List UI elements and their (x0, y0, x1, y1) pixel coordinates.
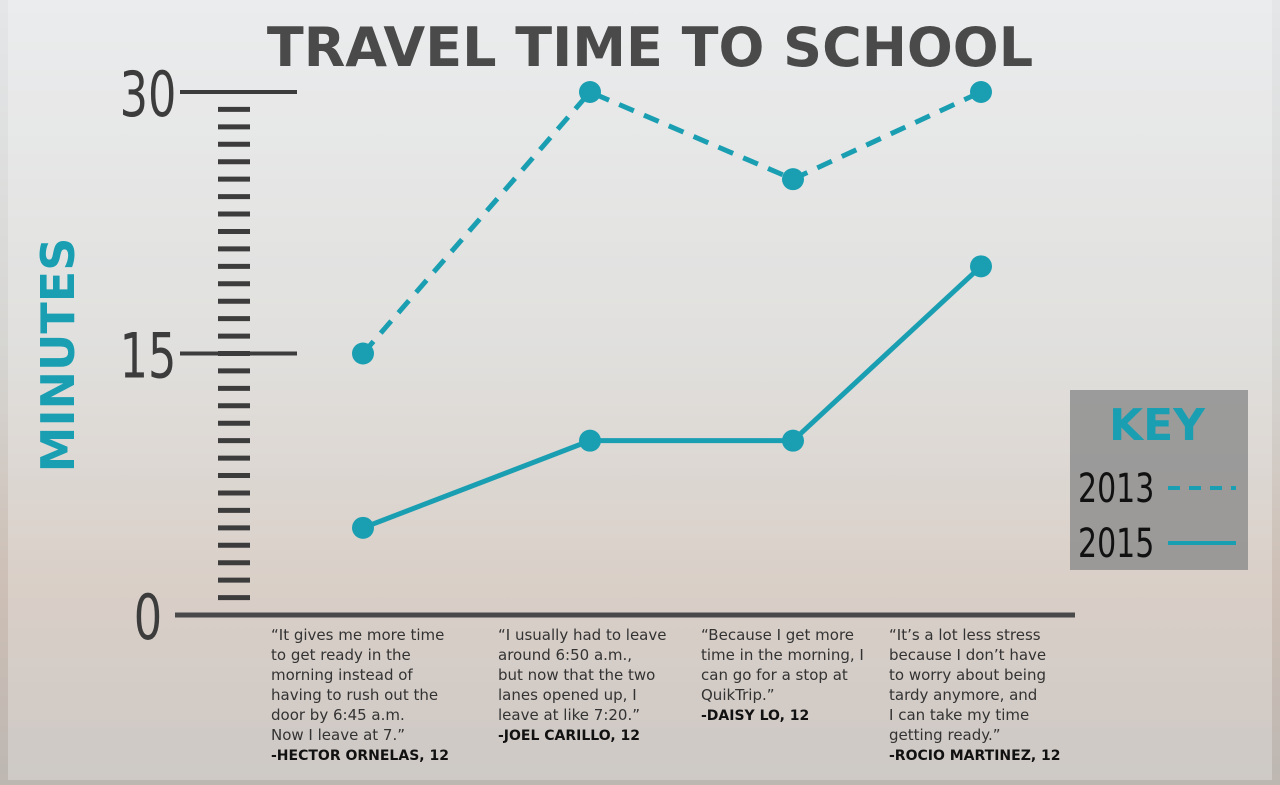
point (782, 430, 804, 452)
quote-line: leave at like 7:20.” (498, 706, 640, 724)
quote-line: “It’s a lot less stress (889, 626, 1041, 644)
quote-line: QuikTrip.” (701, 686, 775, 704)
quote-line: door by 6:45 a.m. (271, 706, 405, 724)
point (579, 430, 601, 452)
legend-label: 2015 (1078, 521, 1154, 567)
quote-line: tardy anymore, and (889, 686, 1037, 704)
quote-line: “It gives me more time (271, 626, 444, 644)
chart-title: TRAVEL TIME TO SCHOOL (267, 16, 1033, 79)
quote-line: lanes opened up, I (498, 686, 637, 704)
y-tick-label: 0 (134, 582, 162, 654)
chart: TRAVEL TIME TO SCHOOL MINUTES 0 15 30 “It g… (0, 0, 1280, 785)
quote-line: can go for a stop at (701, 666, 848, 684)
y-tick-label: 15 (120, 320, 177, 392)
legend-title: KEY (1109, 400, 1206, 451)
quote-line: but now that the two (498, 666, 655, 684)
quote-author: -HECTOR ORNELAS, 12 (271, 748, 449, 764)
point (579, 81, 601, 103)
quote-line: “I usually had to leave (498, 626, 666, 644)
point (970, 255, 992, 277)
y-tick-label: 30 (120, 59, 177, 131)
page: {"chart_data": {"type": "line", "title":… (0, 0, 1280, 785)
legend-label: 2013 (1078, 466, 1154, 512)
quote-author: -JOEL CARILLO, 12 (498, 728, 640, 744)
y-axis-title: MINUTES (31, 238, 85, 473)
quote-line: because I don’t have (889, 646, 1046, 664)
quote-line: having to rush out the (271, 686, 438, 704)
quote-line: time in the morning, I (701, 646, 864, 664)
point (352, 517, 374, 539)
quote-line: Now I leave at 7.” (271, 726, 405, 744)
quote-line: around 6:50 a.m., (498, 646, 632, 664)
quote-line: “Because I get more (701, 626, 854, 644)
quote-line: I can take my time (889, 706, 1029, 724)
point (352, 343, 374, 365)
quote-line: to worry about being (889, 666, 1046, 684)
quote-line: to get ready in the (271, 646, 411, 664)
quote-line: getting ready.” (889, 726, 1001, 744)
quote-line: morning instead of (271, 666, 413, 684)
quote-author: -DAISY LO, 12 (701, 708, 809, 724)
point (782, 168, 804, 190)
quote-author: -ROCIO MARTINEZ, 12 (889, 748, 1061, 764)
point (970, 81, 992, 103)
